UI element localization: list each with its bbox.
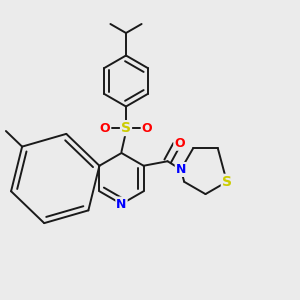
Text: O: O [100, 122, 110, 135]
Text: S: S [121, 121, 131, 135]
Text: O: O [174, 137, 185, 150]
Text: O: O [142, 122, 152, 135]
Text: S: S [222, 175, 232, 189]
Text: N: N [116, 197, 127, 211]
Text: N: N [176, 163, 186, 176]
